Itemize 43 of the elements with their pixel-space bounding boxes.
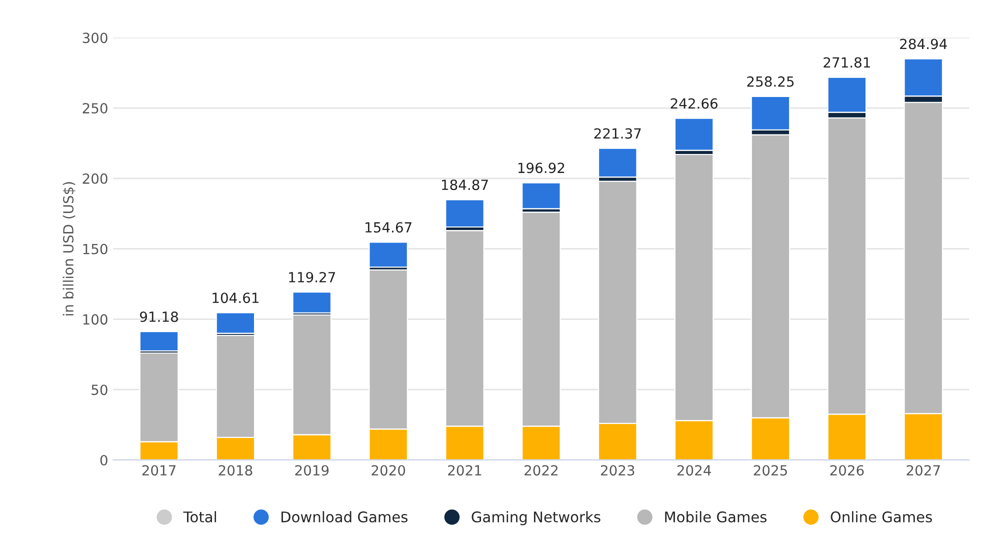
x-tick-label: 2025 xyxy=(754,465,787,476)
x-tick-label: 2024 xyxy=(677,465,711,476)
bar xyxy=(292,292,332,314)
total-label: 258.25 xyxy=(747,76,794,87)
x-tick-label: 2020 xyxy=(372,465,406,476)
legend-label: Gaming Networks xyxy=(472,511,600,526)
total-label: 154.67 xyxy=(366,222,412,233)
legend-label: Online Games xyxy=(830,511,932,522)
bar xyxy=(674,118,714,151)
legend-label: Download Games xyxy=(282,511,408,522)
total-label: 271.81 xyxy=(824,57,870,68)
bar xyxy=(139,331,179,352)
total-label: 242.66 xyxy=(670,98,718,109)
bar xyxy=(368,242,408,268)
y-axis-title: in billion USD (US$) xyxy=(62,182,76,316)
y-tick-label: 300 xyxy=(82,32,108,44)
x-tick-label: 2019 xyxy=(295,465,329,476)
y-tick-label: 50 xyxy=(92,384,108,396)
x-tick-label: 2027 xyxy=(906,465,940,476)
bar xyxy=(598,148,638,178)
bar xyxy=(522,182,561,210)
x-tick-label: 2026 xyxy=(830,465,864,476)
x-tick-label: 2018 xyxy=(218,465,252,476)
x-tick-label: 2021 xyxy=(448,465,482,476)
total-label: 284.94 xyxy=(900,38,947,50)
legend-label: Mobile Games xyxy=(665,511,767,522)
x-tick-label: 2022 xyxy=(524,465,558,476)
bar xyxy=(216,312,256,334)
y-tick-label: 100 xyxy=(83,314,108,325)
total-label: 196.92 xyxy=(518,162,564,174)
x-tick-label: 2023 xyxy=(600,465,634,476)
y-tick-label: 250 xyxy=(82,103,108,114)
x-tick-label: 2017 xyxy=(142,465,176,476)
y-tick-label: 0 xyxy=(100,454,108,466)
total-label: 221.37 xyxy=(594,128,641,139)
total-label: 119.27 xyxy=(289,272,336,282)
bar xyxy=(445,199,484,228)
legend-label: Total xyxy=(183,511,216,522)
y-tick-label: 150 xyxy=(83,244,108,254)
total-label: 184.87 xyxy=(442,180,488,190)
total-label: 91.18 xyxy=(140,311,178,322)
total-label: 104.61 xyxy=(212,292,258,304)
y-tick-label: 200 xyxy=(82,173,108,184)
